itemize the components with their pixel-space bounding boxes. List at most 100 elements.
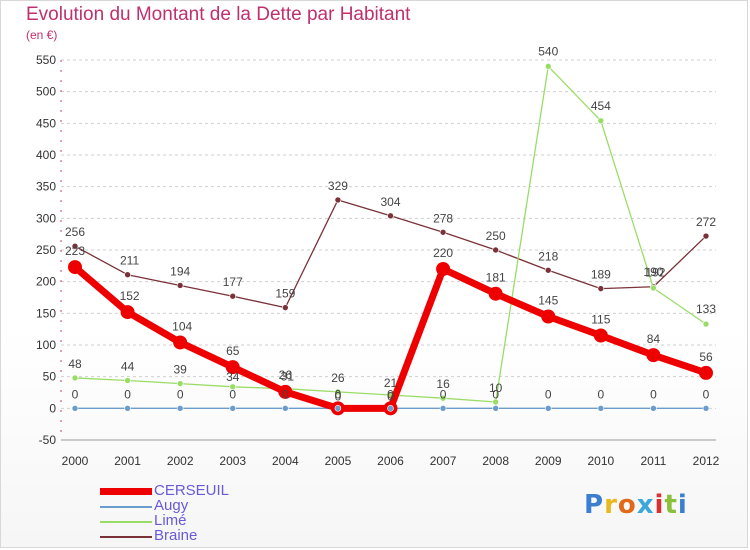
legend-item-braine: Braine: [100, 527, 300, 544]
x-tick-label: 2006: [377, 454, 404, 468]
x-tick-label: 2001: [114, 454, 141, 468]
point-braine: [387, 212, 394, 220]
point-augy: [597, 405, 605, 412]
data-label-braine: 218: [538, 249, 558, 263]
point-augy: [71, 405, 79, 412]
data-label-cerseuil: 181: [486, 271, 506, 285]
data-label-cerseuil: 56: [699, 350, 713, 364]
point-braine: [124, 271, 131, 279]
legend-label-cerseuil: CERSEUIL: [154, 482, 230, 499]
y-tick-label: 250: [36, 243, 56, 257]
point-lime: [229, 383, 237, 391]
x-tick-label: 2007: [430, 454, 457, 468]
point-cerseuil: [173, 335, 188, 350]
point-braine: [71, 242, 79, 250]
data-label-augy: 0: [335, 389, 342, 403]
data-label-augy: 0: [124, 387, 131, 401]
point-augy: [492, 405, 499, 412]
data-label-braine: 304: [380, 195, 400, 209]
point-braine: [282, 304, 289, 311]
point-cerseuil: [488, 286, 503, 301]
data-label-lime: 454: [591, 99, 611, 113]
data-label-cerseuil: 0: [335, 387, 342, 401]
chart-title: Evolution du Montant de la Dette par Hab…: [26, 4, 411, 25]
data-label-lime: 34: [226, 370, 240, 384]
point-braine: [176, 282, 184, 289]
data-label-lime: 31: [281, 370, 295, 384]
data-label-augy: 0: [282, 387, 289, 401]
proxiti-logo: Proxiti: [584, 490, 688, 520]
data-label-lime: 190: [643, 265, 663, 279]
logo-letter: P: [584, 490, 605, 520]
point-lime: [124, 377, 131, 384]
logo-letter: x: [636, 490, 655, 520]
point-cerseuil: [225, 360, 240, 375]
data-label-lime: 133: [696, 302, 716, 316]
point-braine: [492, 246, 499, 254]
logo-letter: o: [617, 490, 637, 520]
data-label-braine: 189: [591, 268, 611, 282]
y-tick-label: 550: [36, 53, 56, 67]
legend-swatch-lime: [100, 521, 152, 523]
point-braine: [229, 292, 237, 300]
data-label-lime: 16: [436, 377, 450, 391]
legend-label-braine: Braine: [154, 527, 198, 544]
point-braine: [702, 232, 710, 240]
data-label-braine: 278: [433, 211, 453, 225]
data-label-augy: 0: [703, 387, 710, 401]
axis-layer: -500501001502002503003504004505005502000…: [36, 53, 720, 468]
data-label-cerseuil: 220: [433, 246, 453, 260]
series-layer: [68, 63, 713, 416]
point-augy: [282, 405, 289, 412]
y-tick-label: 450: [36, 116, 56, 130]
point-lime: [176, 380, 184, 387]
y-tick-label: 350: [36, 180, 56, 194]
unit-label: (en €): [26, 28, 58, 42]
data-label-lime: 26: [331, 371, 345, 385]
data-label-cerseuil: 152: [120, 289, 140, 303]
data-label-braine: 177: [223, 275, 243, 289]
data-label-cerseuil: 223: [65, 244, 85, 258]
point-cerseuil: [646, 348, 661, 363]
point-lime: [334, 388, 342, 396]
legend-swatch-cerseuil: [100, 488, 152, 495]
point-cerseuil: [436, 262, 451, 276]
logo-letter: t: [664, 490, 678, 520]
data-label-cerseuil: 145: [538, 294, 558, 308]
data-label-cerseuil: 65: [226, 344, 240, 358]
point-augy: [544, 405, 552, 412]
data-label-braine: 192: [645, 266, 665, 280]
point-lime: [702, 320, 710, 328]
legend-label-lime: Limé: [154, 512, 187, 529]
data-label-cerseuil: 115: [591, 313, 610, 327]
point-braine: [597, 285, 605, 292]
data-label-cerseuil: 0: [387, 387, 394, 401]
legend-label-augy: Augy: [154, 497, 189, 514]
point-braine: [544, 266, 552, 274]
logo-letter: i: [654, 490, 665, 520]
y-tick-label: 500: [36, 85, 56, 99]
data-label-augy: 0: [492, 387, 499, 401]
y-tick-label: 200: [36, 275, 56, 289]
data-label-braine: 159: [275, 287, 295, 301]
y-tick-label: 300: [36, 211, 56, 225]
point-cerseuil: [120, 305, 135, 320]
legend-item-lime: Limé: [100, 512, 300, 529]
y-tick-label: 100: [36, 338, 56, 352]
legend-swatch-augy: [100, 506, 152, 508]
data-label-augy: 0: [650, 387, 657, 401]
point-lime: [544, 63, 552, 70]
legend-item-augy: Augy: [100, 497, 300, 514]
point-augy: [176, 405, 184, 412]
data-label-lime: 21: [384, 376, 398, 390]
point-augy: [334, 405, 342, 412]
grid-layer: [61, 59, 716, 441]
logo-letter: i: [677, 490, 688, 520]
point-lime: [492, 398, 499, 406]
legend: CERSEUIL Augy Limé Braine: [100, 482, 300, 544]
x-tick-label: 2002: [167, 454, 194, 468]
data-label-braine: 211: [120, 254, 139, 268]
point-augy: [439, 405, 447, 412]
y-tick-label: -50: [39, 433, 57, 447]
